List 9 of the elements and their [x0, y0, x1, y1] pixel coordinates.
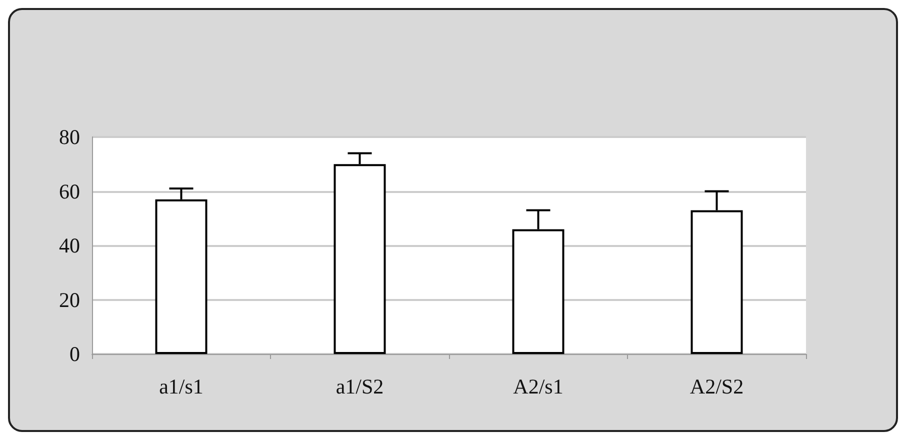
x-tick-label: a1/s1	[159, 374, 204, 398]
y-tick-label: 0	[70, 342, 80, 366]
y-tick-label: 80	[59, 125, 80, 149]
x-tick-label: a1/S2	[336, 374, 384, 398]
y-tick-label: 20	[59, 288, 80, 312]
y-tick-label: 40	[59, 234, 80, 258]
y-tick-label: 60	[59, 179, 80, 204]
x-tick-label: A2/s1	[513, 374, 564, 398]
x-tick-label: A2/S2	[690, 374, 744, 398]
